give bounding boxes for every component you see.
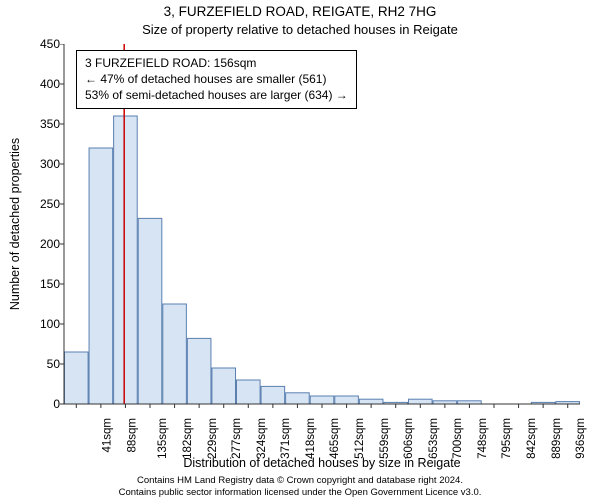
x-tick-label: 842sqm	[526, 418, 538, 459]
x-tick-label: 700sqm	[452, 418, 464, 459]
x-tick-label: 324sqm	[256, 418, 268, 459]
x-tick-label: 88sqm	[126, 418, 138, 453]
y-axis-label: Number of detached properties	[6, 44, 24, 404]
x-tick-label: 182sqm	[182, 418, 194, 459]
y-tick-label: 300	[20, 157, 60, 171]
annotation-box: 3 FURZEFIELD ROAD: 156sqm ← 47% of detac…	[76, 50, 357, 109]
x-tick-label: 606sqm	[403, 418, 415, 459]
y-tick-label: 150	[20, 277, 60, 291]
y-tick-label: 200	[20, 237, 60, 251]
chart-title: 3, FURZEFIELD ROAD, REIGATE, RH2 7HG	[0, 4, 600, 19]
y-tick-label: 450	[20, 37, 60, 51]
x-tick-label: 465sqm	[329, 418, 341, 459]
attribution-text: Contains HM Land Registry data © Crown c…	[0, 475, 600, 498]
chart-subtitle: Size of property relative to detached ho…	[0, 22, 600, 37]
annotation-line-1: 3 FURZEFIELD ROAD: 156sqm	[85, 55, 348, 71]
y-tick-label: 400	[20, 77, 60, 91]
annotation-line-2: ← 47% of detached houses are smaller (56…	[85, 71, 348, 87]
x-tick-label: 229sqm	[206, 418, 218, 459]
x-axis-label: Distribution of detached houses by size …	[64, 456, 580, 470]
y-tick-label: 250	[20, 197, 60, 211]
x-tick-label: 277sqm	[231, 418, 243, 459]
x-tick-label: 936sqm	[575, 418, 587, 459]
annotation-line-3: 53% of semi-detached houses are larger (…	[85, 87, 348, 103]
x-tick-label: 418sqm	[305, 418, 317, 459]
x-tick-label: 748sqm	[477, 418, 489, 459]
x-tick-label: 512sqm	[354, 418, 366, 459]
y-tick-label: 0	[20, 397, 60, 411]
x-tick-label: 135sqm	[157, 418, 169, 459]
x-tick-label: 559sqm	[378, 418, 390, 459]
y-tick-label: 100	[20, 317, 60, 331]
x-tick-label: 889sqm	[550, 418, 562, 459]
y-tick-label: 350	[20, 117, 60, 131]
chart-frame: 3, FURZEFIELD ROAD, REIGATE, RH2 7HG Siz…	[0, 0, 600, 500]
x-tick-label: 795sqm	[501, 418, 513, 459]
y-tick-label: 50	[20, 357, 60, 371]
x-tick-label: 371sqm	[280, 418, 292, 459]
x-tick-label: 653sqm	[428, 418, 440, 459]
x-tick-label: 41sqm	[102, 418, 114, 453]
